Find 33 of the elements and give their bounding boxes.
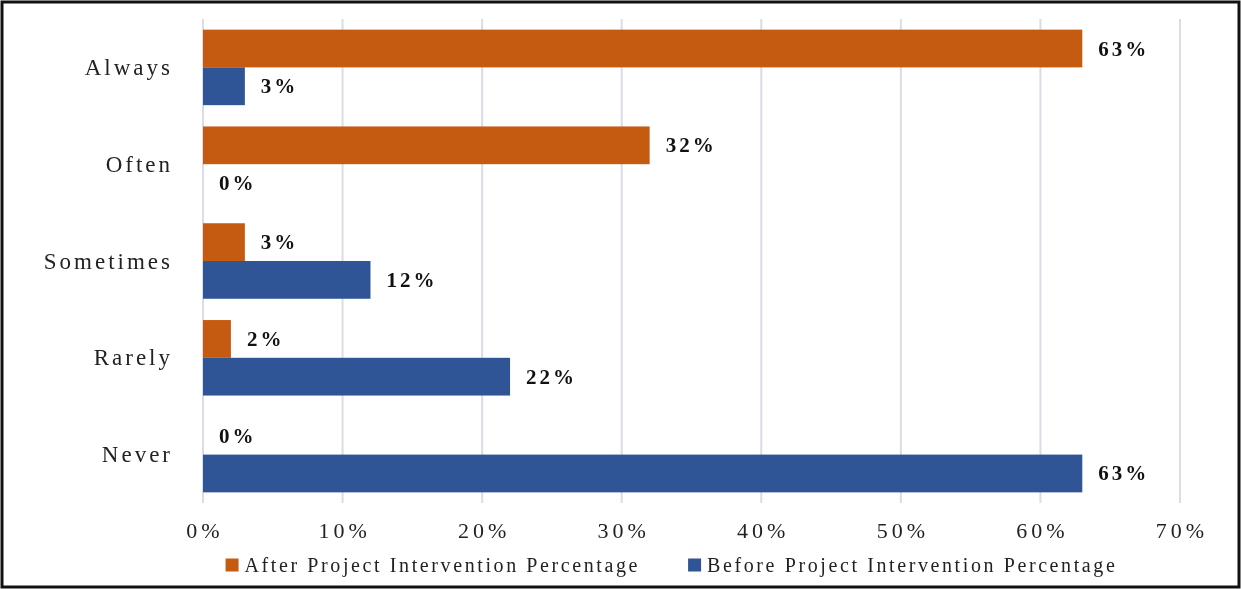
bar	[203, 67, 245, 106]
x-tick-label: 10%	[318, 517, 371, 543]
bar	[203, 29, 1083, 68]
x-tick-label: 70%	[1155, 517, 1209, 543]
data-label: 0%	[219, 171, 257, 196]
data-label: 63%	[1098, 36, 1150, 61]
x-tick-label: 0%	[186, 517, 224, 543]
data-label: 22%	[526, 364, 578, 389]
data-label: 12%	[386, 267, 438, 292]
data-label: 0%	[219, 423, 257, 448]
bar	[203, 320, 231, 358]
bar	[203, 454, 1083, 493]
legend-label: Before Project Intervention Percentage	[707, 554, 1118, 577]
x-tick-label: 20%	[457, 517, 511, 543]
y-tick-label: Often	[105, 151, 173, 177]
data-label: 32%	[665, 133, 717, 158]
x-tick-label: 50%	[876, 517, 930, 543]
data-label: 2%	[246, 326, 285, 351]
bar	[203, 357, 511, 396]
bar	[203, 223, 245, 261]
bar	[203, 126, 650, 165]
y-tick-label: Never	[101, 442, 173, 468]
y-tick-label: Always	[84, 54, 173, 80]
bar	[203, 261, 371, 299]
legend-label: After Project Intervention Percentage	[244, 554, 641, 577]
data-label: 3%	[260, 230, 299, 255]
x-tick-label: 40%	[737, 517, 790, 543]
y-tick-label: Sometimes	[43, 248, 173, 274]
data-label: 63%	[1098, 461, 1150, 486]
x-tick-label: 60%	[1016, 517, 1069, 543]
x-tick-label: 30%	[597, 517, 650, 543]
data-label: 3%	[260, 74, 299, 99]
y-tick-label: Rarely	[93, 345, 173, 371]
